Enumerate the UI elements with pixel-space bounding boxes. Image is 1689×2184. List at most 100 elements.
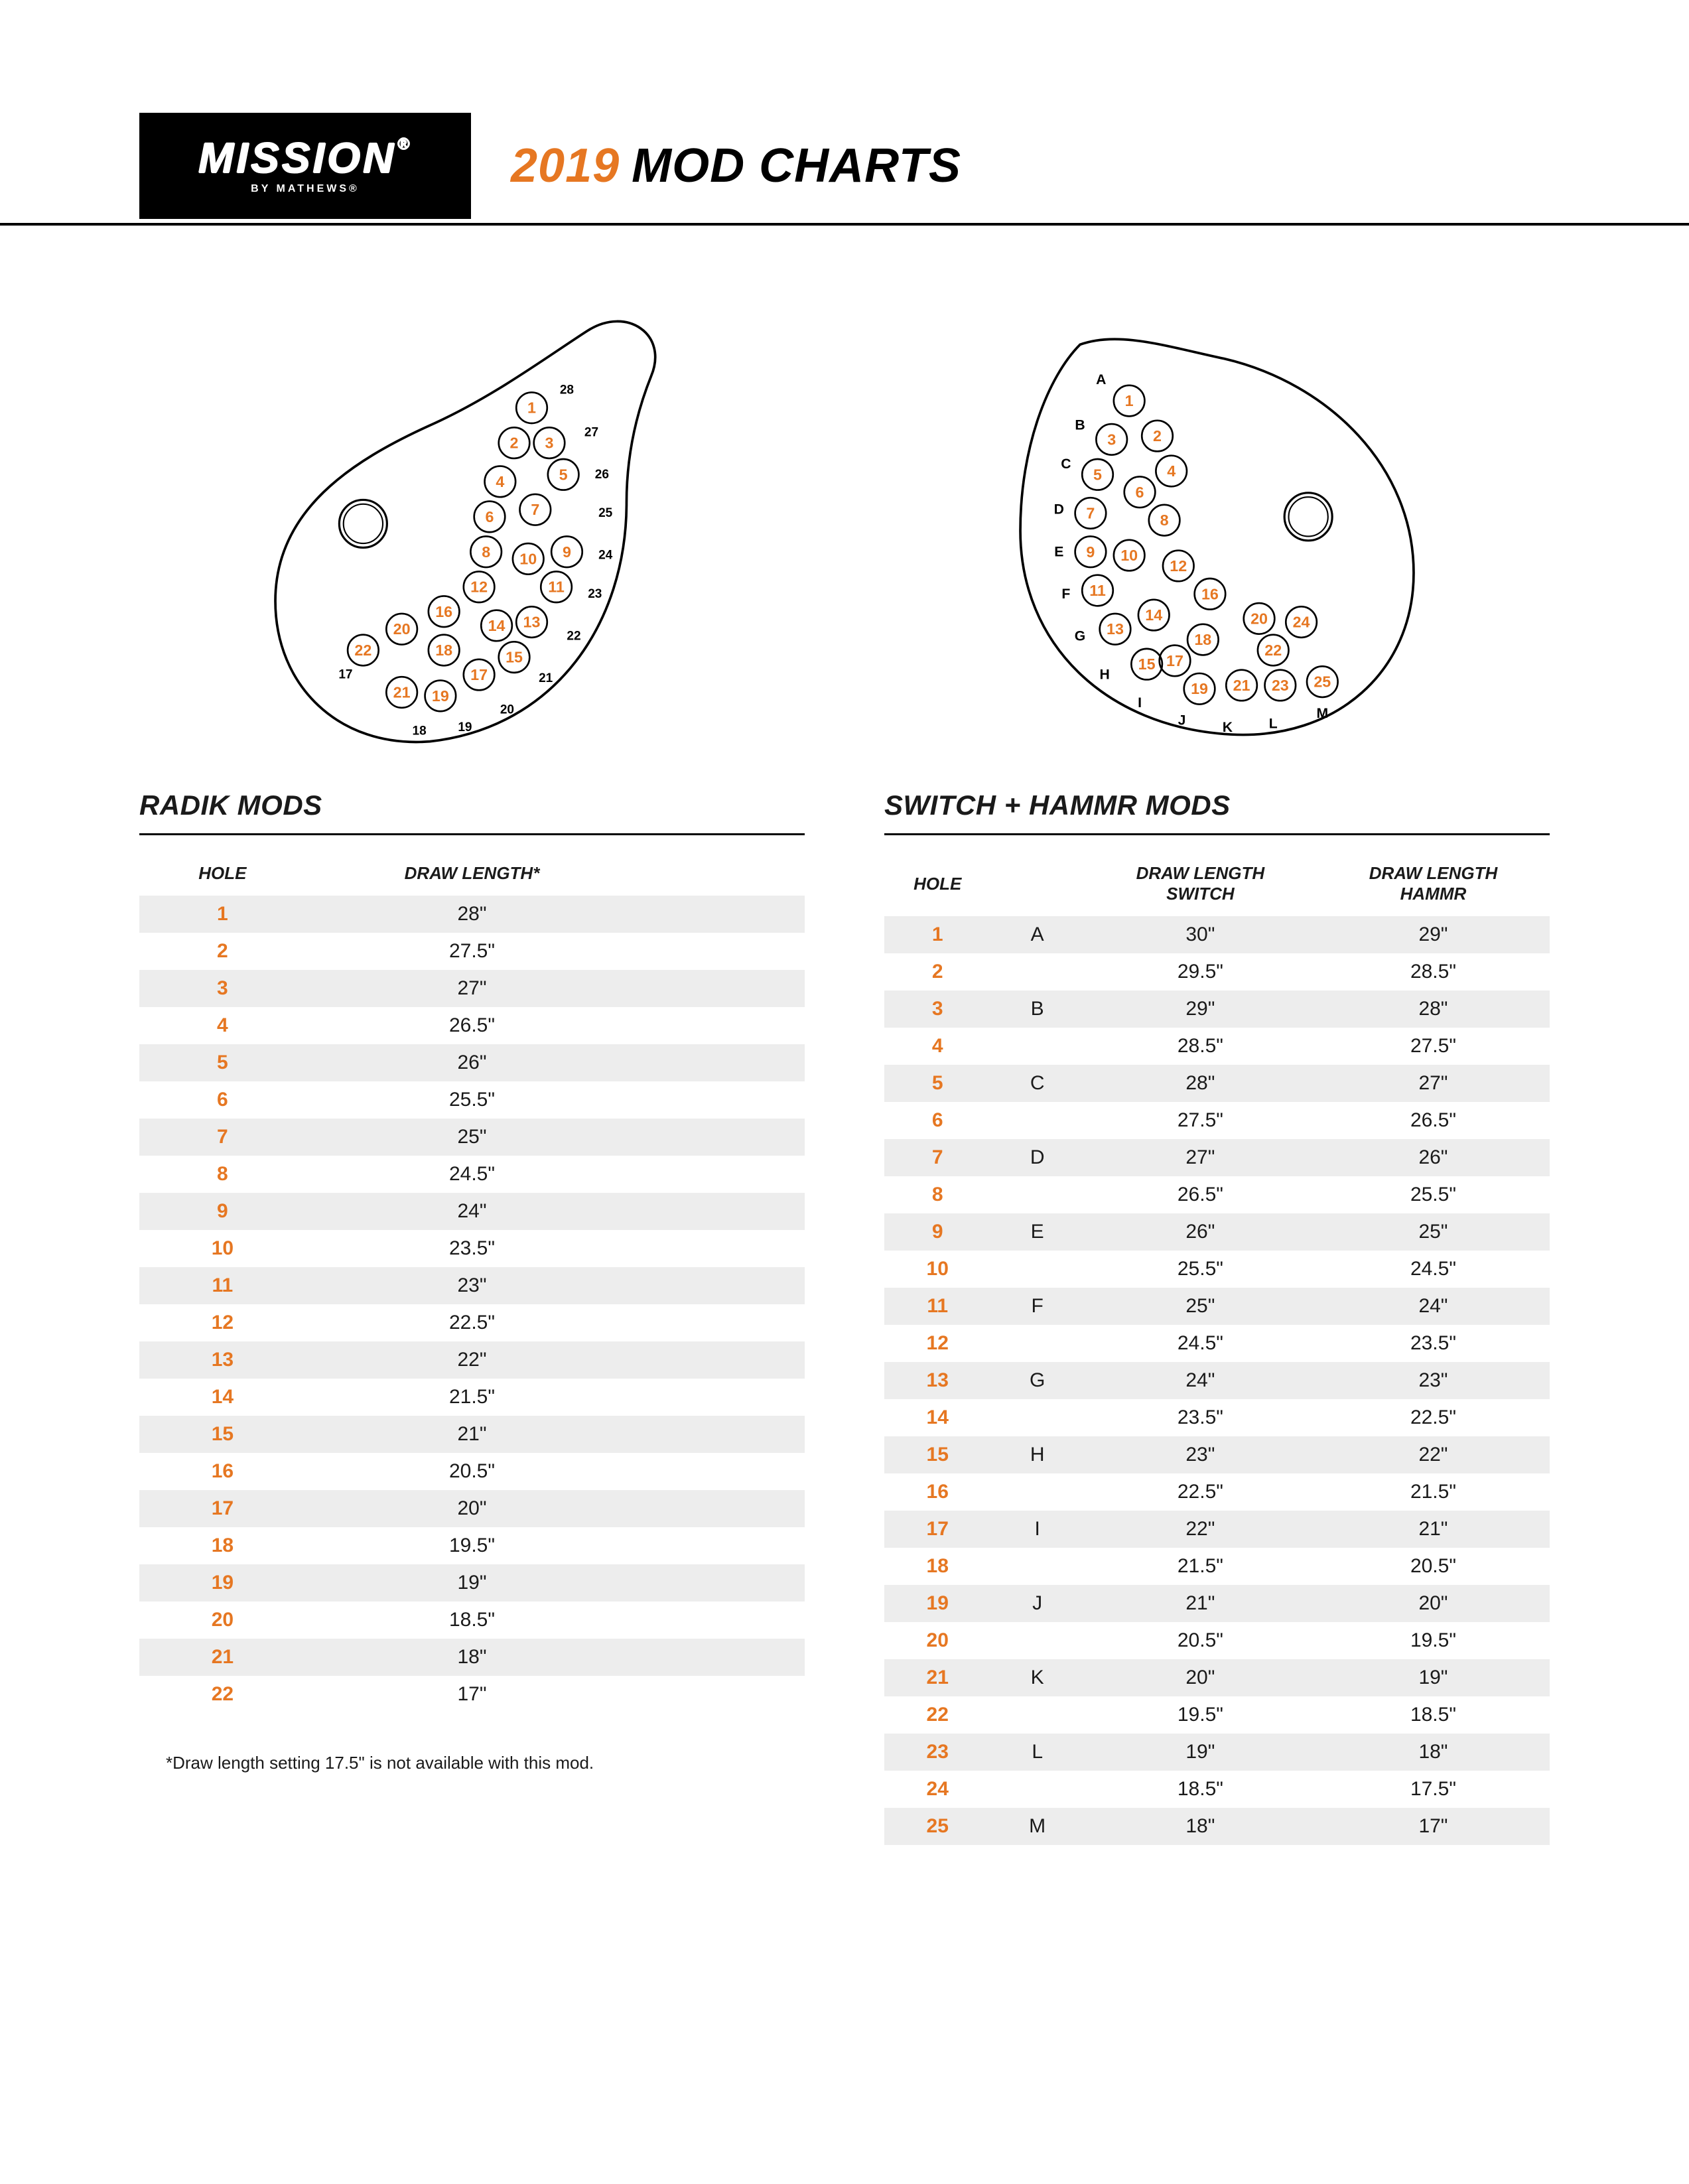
value-cell bbox=[990, 1399, 1083, 1436]
value-cell: 24.5" bbox=[1084, 1325, 1317, 1362]
value-cell: M bbox=[990, 1808, 1083, 1845]
value-cell: 23.5" bbox=[306, 1230, 639, 1267]
value-cell: 25.5" bbox=[1084, 1251, 1317, 1288]
value-cell: 18.5" bbox=[306, 1602, 639, 1639]
value-cell: 19.5" bbox=[1084, 1696, 1317, 1734]
hole-cell: 6 bbox=[139, 1081, 306, 1119]
value-cell: 27" bbox=[306, 970, 639, 1007]
value-cell: 28" bbox=[1317, 990, 1550, 1028]
radik-title: RADIK MODS bbox=[139, 789, 805, 835]
table-row: 5C28"27" bbox=[884, 1065, 1550, 1102]
hole-cell: 3 bbox=[884, 990, 990, 1028]
table-row: 725" bbox=[139, 1119, 805, 1156]
svg-text:1: 1 bbox=[1125, 392, 1134, 409]
svg-text:19: 19 bbox=[458, 720, 472, 734]
table-row: 3B29"28" bbox=[884, 990, 1550, 1028]
hole-cell: 8 bbox=[139, 1156, 306, 1193]
value-cell: 22" bbox=[306, 1341, 639, 1379]
svg-text:20: 20 bbox=[393, 620, 411, 638]
switch-hammr-title: SWITCH + HAMMR MODS bbox=[884, 789, 1550, 835]
switch-hammr-table: HOLEDRAW LENGTHSWITCHDRAW LENGTHHAMMR1A3… bbox=[884, 854, 1550, 1845]
value-cell: 18" bbox=[1084, 1808, 1317, 1845]
svg-text:3: 3 bbox=[1107, 431, 1116, 448]
svg-text:19: 19 bbox=[432, 687, 449, 705]
value-cell bbox=[990, 1473, 1083, 1511]
svg-text:1: 1 bbox=[527, 399, 536, 417]
table-row: 2219.5"18.5" bbox=[884, 1696, 1550, 1734]
svg-text:7: 7 bbox=[1086, 505, 1095, 522]
table-row: 1919" bbox=[139, 1564, 805, 1602]
value-cell: 17" bbox=[1317, 1808, 1550, 1845]
svg-text:I: I bbox=[1138, 695, 1142, 711]
table-row: 428.5"27.5" bbox=[884, 1028, 1550, 1065]
table-row: 1423.5"22.5" bbox=[884, 1399, 1550, 1436]
value-cell: 21.5" bbox=[1084, 1548, 1317, 1585]
table-row: 1023.5" bbox=[139, 1230, 805, 1267]
value-cell: 19.5" bbox=[1317, 1622, 1550, 1659]
value-cell: 26.5" bbox=[1084, 1176, 1317, 1213]
svg-text:6: 6 bbox=[485, 508, 494, 525]
value-cell: C bbox=[990, 1065, 1083, 1102]
value-cell: 21.5" bbox=[1317, 1473, 1550, 1511]
hole-cell: 19 bbox=[884, 1585, 990, 1622]
value-cell: 19" bbox=[306, 1564, 639, 1602]
value-cell: 20" bbox=[306, 1490, 639, 1527]
table-row: 1421.5" bbox=[139, 1379, 805, 1416]
svg-text:G: G bbox=[1075, 628, 1085, 644]
svg-text:12: 12 bbox=[1170, 557, 1187, 575]
switch-hammr-cam-svg: 1234567891011121314151617181920212223242… bbox=[884, 292, 1550, 770]
table-row: 1025.5"24.5" bbox=[884, 1251, 1550, 1288]
value-cell: 29" bbox=[1084, 990, 1317, 1028]
value-cell: A bbox=[990, 916, 1083, 953]
hole-cell: 20 bbox=[884, 1622, 990, 1659]
table-row: 2217" bbox=[139, 1676, 805, 1713]
hole-cell: 17 bbox=[884, 1511, 990, 1548]
svg-text:25: 25 bbox=[1314, 673, 1331, 691]
table-row: 25M18"17" bbox=[884, 1808, 1550, 1845]
value-cell: 21" bbox=[306, 1416, 639, 1453]
value-cell bbox=[990, 1176, 1083, 1213]
value-cell bbox=[990, 1028, 1083, 1065]
hole-cell: 13 bbox=[139, 1341, 306, 1379]
radik-column: 1234567891011121314151617181920212228272… bbox=[139, 292, 805, 1845]
table-row: 2418.5"17.5" bbox=[884, 1771, 1550, 1808]
svg-text:D: D bbox=[1054, 502, 1064, 517]
svg-text:8: 8 bbox=[482, 543, 490, 561]
header-bar: MISSION® BY MATHEWS® 2019 MOD CHARTS bbox=[0, 113, 1689, 219]
hole-cell: 11 bbox=[139, 1267, 306, 1304]
hole-cell: 22 bbox=[884, 1696, 990, 1734]
hole-cell: 1 bbox=[139, 896, 306, 933]
table-row: 1222.5" bbox=[139, 1304, 805, 1341]
value-cell: G bbox=[990, 1362, 1083, 1399]
table-row: 824.5" bbox=[139, 1156, 805, 1193]
table-header: DRAW LENGTH* bbox=[306, 854, 639, 896]
value-cell: F bbox=[990, 1288, 1083, 1325]
page-title: 2019 MOD CHARTS bbox=[471, 113, 961, 219]
svg-text:17: 17 bbox=[338, 668, 352, 682]
svg-text:B: B bbox=[1075, 418, 1085, 433]
value-cell: 29" bbox=[1317, 916, 1550, 953]
table-row: 1224.5"23.5" bbox=[884, 1325, 1550, 1362]
value-cell: 18.5" bbox=[1084, 1771, 1317, 1808]
svg-text:11: 11 bbox=[548, 579, 565, 596]
table-row: 526" bbox=[139, 1044, 805, 1081]
radik-diagram: 1234567891011121314151617181920212228272… bbox=[139, 292, 805, 770]
svg-text:27: 27 bbox=[584, 425, 598, 439]
hole-cell: 18 bbox=[884, 1548, 990, 1585]
svg-text:21: 21 bbox=[1233, 677, 1250, 694]
table-row: 327" bbox=[139, 970, 805, 1007]
title-main: MOD CHARTS bbox=[632, 139, 961, 193]
value-cell bbox=[990, 1696, 1083, 1734]
hole-cell: 24 bbox=[884, 1771, 990, 1808]
svg-text:28: 28 bbox=[560, 383, 574, 397]
table-header: HOLE bbox=[139, 854, 306, 896]
svg-text:20: 20 bbox=[500, 703, 514, 717]
svg-text:10: 10 bbox=[1120, 547, 1138, 564]
value-cell: 25" bbox=[306, 1119, 639, 1156]
table-row: 21K20"19" bbox=[884, 1659, 1550, 1696]
value-cell bbox=[990, 1622, 1083, 1659]
svg-text:22: 22 bbox=[567, 629, 580, 643]
svg-text:4: 4 bbox=[496, 473, 504, 490]
value-cell: 20" bbox=[1317, 1585, 1550, 1622]
value-cell: K bbox=[990, 1659, 1083, 1696]
